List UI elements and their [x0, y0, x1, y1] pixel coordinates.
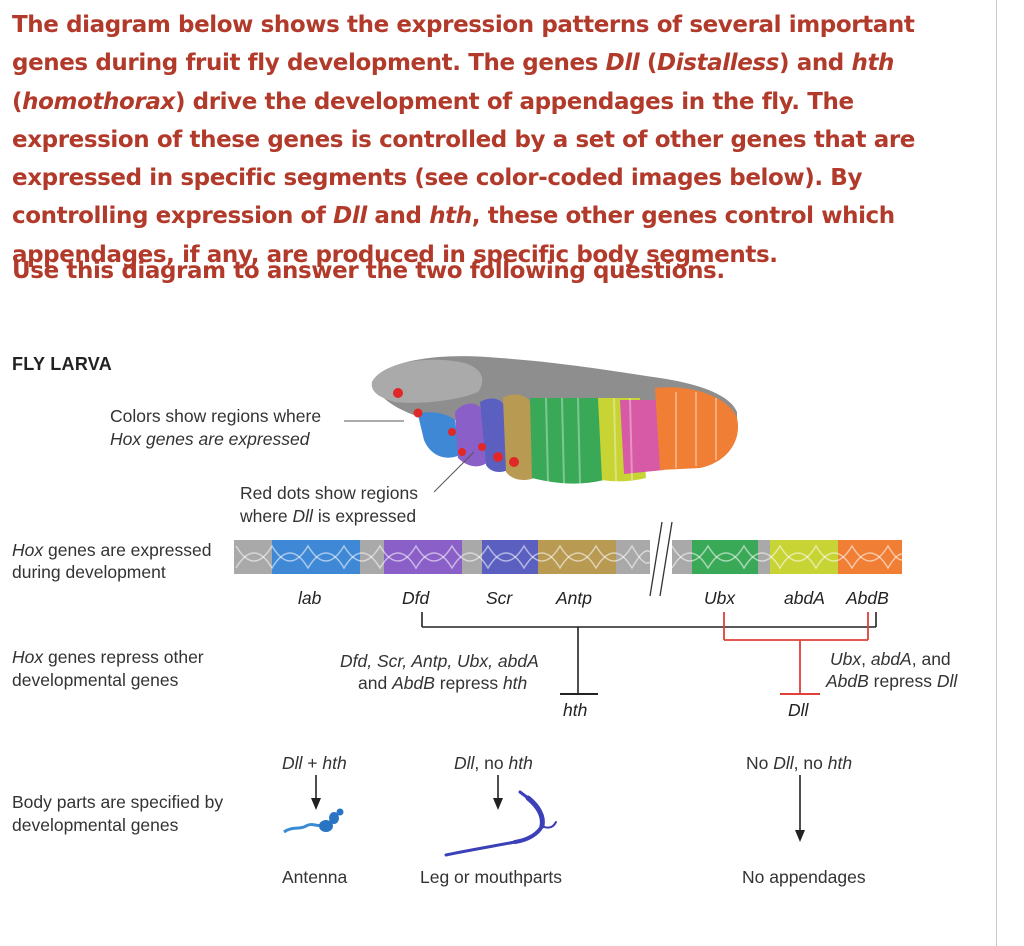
hth-target-label: hth	[563, 700, 588, 720]
gene-label-ubx: Ubx	[704, 588, 736, 608]
dll-target-label: Dll	[788, 700, 809, 720]
larva-ubx-segment	[530, 398, 604, 484]
row-label-hox-expressed-2: during development	[12, 562, 166, 582]
larva-segment-lines	[545, 392, 717, 485]
intro-text-3: , these other genes control which append…	[12, 203, 895, 268]
intro-dll: Dll	[605, 50, 640, 77]
red-dots-note-line1: Red dots show regions	[240, 483, 419, 503]
intro-dll-2: Dll	[333, 203, 367, 230]
intro-dll-full: Distalless	[657, 50, 779, 77]
red-dots-callout-line	[433, 451, 475, 493]
repress-dll-line2: AbdB repress Dll	[826, 671, 958, 691]
row-label-body-1: Body parts are specified by	[12, 792, 224, 812]
dna-abdb-block	[838, 540, 902, 574]
colors-note-line2: Hox genes are expressed	[110, 429, 310, 449]
dna-break-mark	[649, 521, 673, 597]
gene-label-abda: abdA	[784, 588, 825, 608]
dna-gray-6	[758, 540, 770, 574]
intro-hth-2: hth	[429, 203, 472, 230]
larva-abdb-segment	[655, 387, 738, 470]
row-label-repress-2: developmental genes	[12, 670, 179, 690]
gene-label-scr: Scr	[486, 588, 513, 608]
intro-hth: hth	[851, 50, 895, 77]
dna-gray-4	[616, 540, 650, 574]
dll-red-dots	[393, 388, 519, 467]
repress-hth-line1: Dfd, Scr, Antp, Ubx, abdA	[340, 651, 539, 671]
larva-pink-segment	[620, 400, 664, 474]
outcome-arrows	[311, 775, 805, 842]
dna-scr-block	[482, 540, 538, 574]
row-label-hox-expressed-1: Hox genes are expressed	[12, 540, 212, 560]
intro-and-2: and	[366, 203, 430, 230]
outcome-antenna-label: Antenna	[282, 867, 348, 887]
dna-dfd-block	[384, 540, 462, 574]
larva-antp-segment	[503, 394, 534, 480]
gene-label-dfd: Dfd	[402, 588, 430, 608]
intro-text-1: The diagram below shows the expression p…	[12, 12, 915, 77]
colors-note-line1: Colors show regions where	[110, 406, 322, 426]
repress-hth-line2: and AbdB repress hth	[358, 673, 528, 693]
row-label-repress-1: Hox genes repress other	[12, 647, 204, 667]
gene-label-antp: Antp	[556, 588, 592, 608]
condition-dll-no-hth: Dll, no hth	[454, 753, 533, 773]
intro-paragraph: The diagram below shows the expression p…	[12, 12, 915, 268]
outcome-leg-label: Leg or mouthparts	[420, 867, 563, 887]
dna-gray-left	[234, 540, 272, 574]
fly-larva-illustration	[371, 356, 738, 485]
dna-abda-block	[770, 540, 838, 574]
intro-and: and	[789, 50, 852, 77]
hth-repression-tree	[421, 612, 877, 695]
row-label-body-2: developmental genes	[12, 815, 179, 835]
figure-title: FLY LARVA	[12, 354, 113, 374]
intro-hth-full: homothorax	[22, 88, 175, 115]
condition-no-dll-no-hth: No Dll, no hth	[746, 753, 853, 773]
dna-ubx-block	[692, 540, 758, 574]
dna-helix-pattern	[235, 544, 903, 570]
gene-label-abdb: AbdB	[846, 588, 889, 608]
intro-text-2: drive the development of appendages in t…	[12, 88, 915, 230]
red-dots-note-line2: where Dll is expressed	[240, 506, 417, 526]
question-text: Use this diagram to answer the two follo…	[12, 258, 725, 284]
condition-dll-plus-hth: Dll + hth	[282, 753, 347, 773]
gene-label-lab: lab	[298, 588, 322, 608]
larva-lab-segment	[418, 412, 460, 458]
antenna-drawing	[283, 808, 344, 834]
repress-dll-line1: Ubx, abdA, and	[830, 649, 951, 669]
dna-gray-3	[462, 540, 482, 574]
hox-gene-dna-strand	[234, 521, 903, 597]
dna-gray-5	[672, 540, 692, 574]
dll-repression-tree	[723, 612, 869, 695]
outcome-none-label: No appendages	[742, 867, 866, 887]
leg-drawing	[444, 790, 557, 857]
page-border	[996, 0, 997, 946]
